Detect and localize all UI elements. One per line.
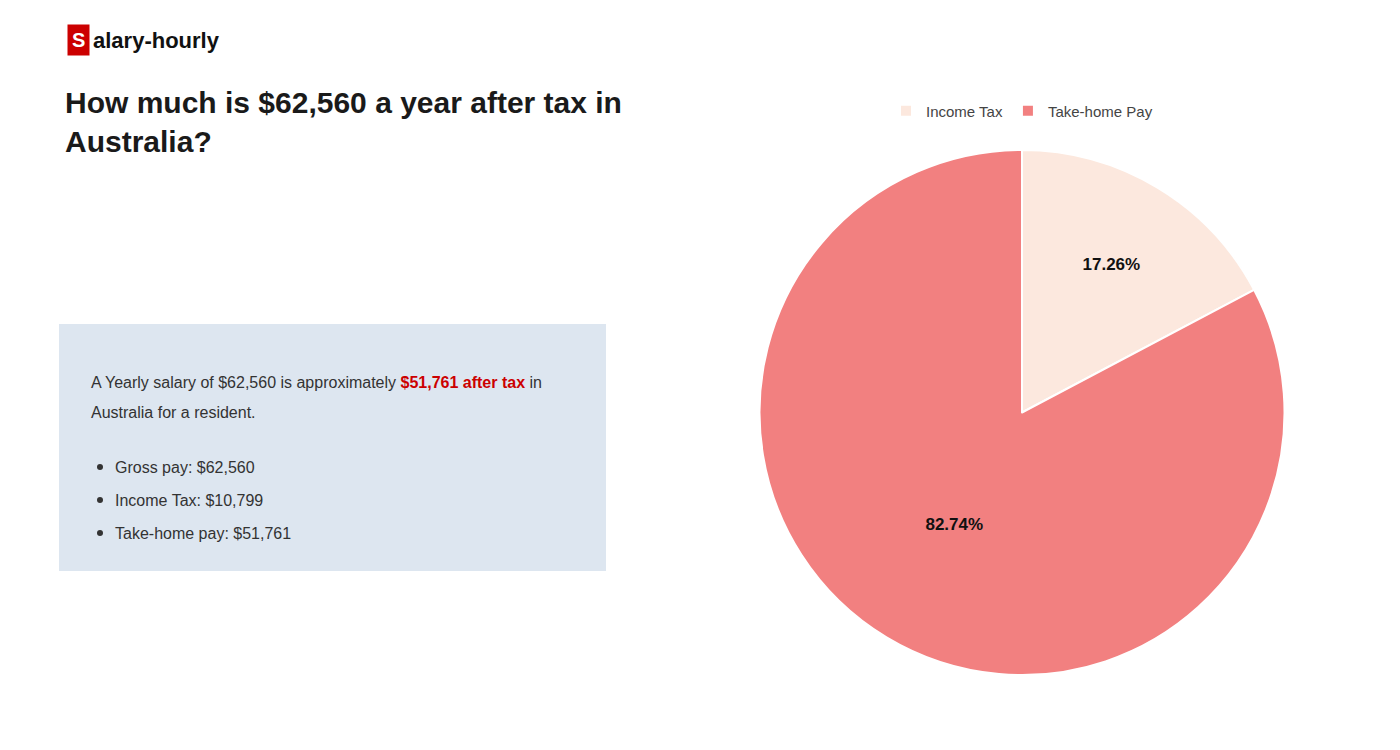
svg-text:A Yearly salary of $62,560 is: A Yearly salary of $62,560 is approximat… — [91, 374, 542, 391]
svg-text:Take-home Pay: Take-home Pay — [1048, 103, 1153, 120]
svg-text:17.26%: 17.26% — [1083, 255, 1141, 274]
svg-text:How much is $62,560 a year aft: How much is $62,560 a year after tax inA… — [65, 86, 622, 158]
svg-text:Gross pay: $62,560: Gross pay: $62,560 — [115, 459, 255, 476]
svg-text:Income Tax: Income Tax — [926, 103, 1003, 120]
svg-text:Income Tax: $10,799: Income Tax: $10,799 — [115, 492, 263, 509]
svg-text:82.74%: 82.74% — [925, 515, 983, 534]
svg-text:S: S — [72, 29, 85, 51]
svg-text:alary-hourly: alary-hourly — [93, 28, 220, 53]
svg-text:Australia for a resident.: Australia for a resident. — [91, 404, 256, 421]
svg-text:Take-home pay: $51,761: Take-home pay: $51,761 — [115, 525, 291, 542]
